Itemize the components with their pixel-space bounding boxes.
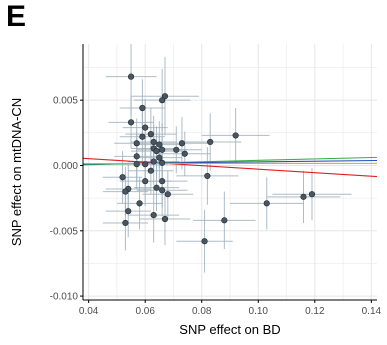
x-axis-title: SNP effect on BD <box>179 322 280 337</box>
data-point <box>133 161 140 168</box>
data-point <box>147 131 154 138</box>
data-point <box>300 193 307 200</box>
data-point <box>221 217 228 224</box>
data-point <box>308 191 316 198</box>
data-point <box>142 161 149 168</box>
data-point <box>164 191 171 198</box>
data-point <box>156 141 163 148</box>
data-point <box>139 133 146 140</box>
data-point <box>122 219 129 227</box>
data-point <box>159 159 166 166</box>
data-point <box>232 132 239 139</box>
data-point <box>142 178 149 185</box>
y-axis-title: SNP effect on mtDNA-CN <box>9 98 24 246</box>
data-point <box>150 138 157 146</box>
data-point <box>159 97 166 104</box>
data-point <box>133 153 140 160</box>
y-tick-label: -0.005 <box>50 226 79 237</box>
axes <box>80 44 377 303</box>
grid-lines <box>83 44 377 300</box>
data-point <box>156 154 163 161</box>
data-point <box>150 158 157 165</box>
x-tick-label: 0.04 <box>79 306 99 317</box>
data-point <box>159 187 166 194</box>
data-point <box>142 124 149 131</box>
x-tick-label: 0.14 <box>362 306 382 317</box>
data-point <box>153 184 160 191</box>
data-point <box>136 200 143 207</box>
data-point <box>161 215 169 223</box>
regression-line <box>82 157 378 178</box>
data-point <box>127 119 135 126</box>
y-tick-label: -0.010 <box>50 292 79 303</box>
regression-lines <box>82 156 378 178</box>
data-point <box>263 200 270 207</box>
data-point <box>159 146 166 153</box>
data-point <box>204 172 211 180</box>
data-point <box>201 238 208 245</box>
data-point <box>119 174 126 181</box>
x-tick-label: 0.06 <box>135 306 155 317</box>
data-point <box>127 73 135 80</box>
data-point <box>122 188 129 195</box>
x-tick-label: 0.08 <box>192 306 212 317</box>
data-point <box>139 104 146 112</box>
y-tick-label: 0.005 <box>53 96 78 107</box>
data-points <box>119 73 316 245</box>
data-point <box>153 148 160 155</box>
data-point <box>181 150 188 157</box>
panel-label: E <box>6 0 27 33</box>
data-point <box>159 178 166 185</box>
tick-labels: 0.04 0.06 0.08 0.10 0.12 0.14 -0.010 -0.005 0.00… <box>50 96 382 317</box>
data-point <box>125 208 132 215</box>
data-point <box>133 140 140 147</box>
data-point <box>207 138 214 146</box>
y-tick-label: 0.000 <box>53 161 78 172</box>
x-tick-label: 0.12 <box>305 306 325 317</box>
error-bars <box>102 44 352 273</box>
data-point <box>173 146 180 153</box>
x-tick-label: 0.10 <box>249 306 269 317</box>
data-point <box>147 167 154 174</box>
data-point <box>178 140 186 147</box>
data-point <box>150 212 157 219</box>
